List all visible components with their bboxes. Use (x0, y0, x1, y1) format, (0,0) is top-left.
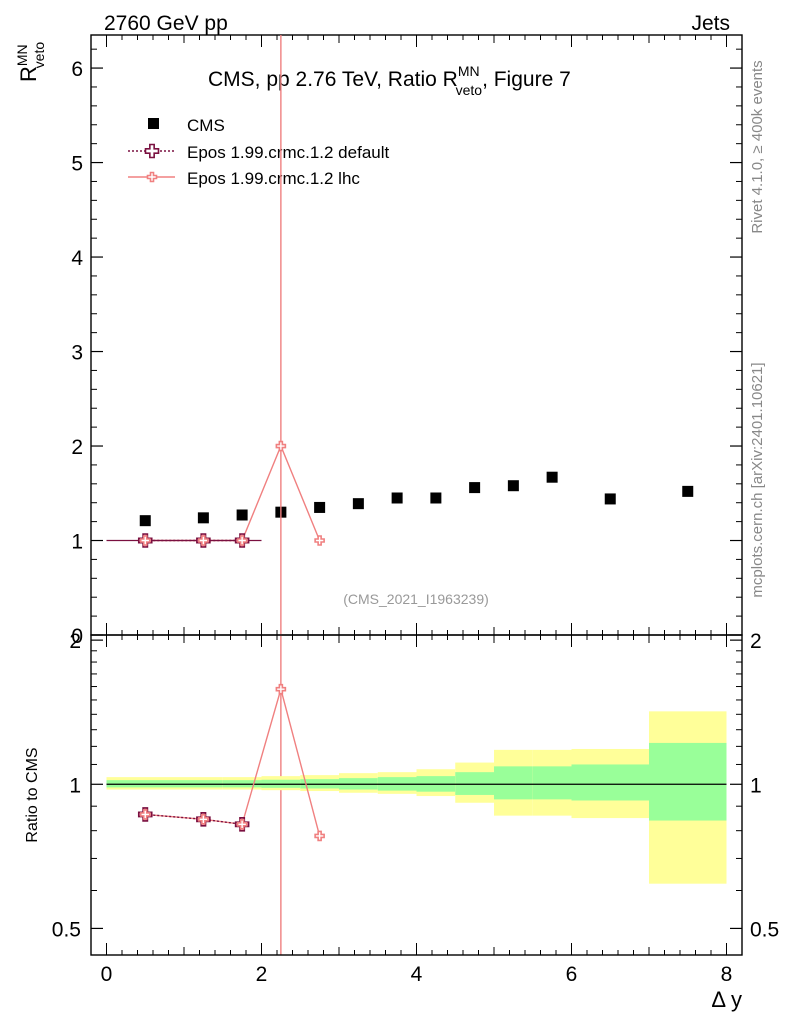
legend-marker-lhc (146, 171, 158, 183)
legend-label-lhc: Epos 1.99.crmc.1.2 lhc (187, 169, 360, 188)
y-label-sub: veto (31, 42, 47, 69)
chart-title: CMS, pp 2.76 TeV, Ratio RMN veto, Figure … (208, 63, 571, 98)
y-tick-label: 2 (71, 436, 83, 459)
ratio-lhc-point (275, 683, 287, 695)
header-left: 2760 GeV pp (104, 12, 228, 35)
cms-data-point (469, 482, 481, 494)
lhc-series-line (145, 444, 321, 542)
y-tick-label: 4 (71, 247, 83, 270)
ratio-y-tick-label-left: 0.5 (52, 918, 81, 941)
ratio-inner-band (494, 766, 533, 800)
lhc-point (314, 535, 325, 546)
y-tick-label: 0 (71, 625, 83, 648)
ratio-y-tick-label-left: 2 (69, 630, 81, 653)
x-tick-label: 2 (256, 963, 268, 986)
ratio-lhc-point (314, 830, 325, 842)
cms-data-point (682, 485, 694, 497)
x-tick-label: 6 (566, 963, 578, 986)
y-tick-label: 1 (71, 531, 83, 554)
legend-marker-cms (148, 118, 159, 129)
cms-data-point (391, 492, 403, 504)
cms-data-point (197, 512, 209, 524)
lhc-point (236, 535, 248, 546)
lhc-point (198, 535, 209, 546)
x-tick-label: 0 (101, 963, 113, 986)
ratio-lhc-point (236, 818, 248, 830)
mcplots-label: mcplots.cern.ch [arXiv:2401.10621] (749, 362, 766, 597)
title-sub: veto (456, 82, 483, 98)
legend-label-default: Epos 1.99.crmc.1.2 default (187, 143, 390, 162)
rivet-label: Rivet 4.1.0, ≥ 400k events (749, 60, 766, 233)
legend-label-cms: CMS (187, 116, 225, 135)
cms-data-point (314, 501, 326, 513)
y-label-base: R (16, 66, 41, 82)
ratio-inner-band (455, 772, 494, 795)
cms-data-point (430, 492, 442, 504)
lhc-point (275, 440, 287, 452)
ratio-y-label: Ratio to CMS (24, 747, 41, 842)
ratio-inner-band (649, 742, 727, 821)
ratio-y-tick-label-right: 0.5 (750, 918, 779, 941)
ratio-lhc-point (198, 813, 209, 825)
y-tick-label: 5 (71, 153, 83, 176)
ratio-default-line (145, 813, 243, 825)
y-tick-label: 3 (71, 342, 83, 365)
ratio-inner-band (532, 766, 572, 800)
ratio-lhc-point (139, 809, 151, 820)
title-prefix: CMS, pp 2.76 TeV, Ratio R (208, 68, 458, 91)
ratio-y-tick-label-left: 1 (69, 774, 81, 797)
x-tick-label: 8 (721, 963, 733, 986)
analysis-tag: (CMS_2021_I1963239) (343, 591, 489, 607)
x-tick-label: 4 (411, 963, 423, 986)
cms-data-point (507, 480, 519, 492)
cms-data-point (139, 515, 151, 527)
y-tick-label: 6 (71, 58, 83, 81)
cms-data-point (236, 509, 248, 521)
main-y-label: RMNveto (14, 42, 47, 82)
legend-marker-default (144, 143, 160, 159)
y-label-sup: MN (14, 44, 30, 66)
cms-data-point (546, 471, 558, 483)
ratio-panel: 0.5 0.5 1 1 2 2 0 2 4 6 8Δ y Ratio to CMS (24, 630, 779, 1012)
cms-data-point (604, 493, 616, 505)
x-axis-label: Δ y (711, 987, 742, 1012)
ratio-y-tick-label-right: 2 (750, 630, 762, 653)
lhc-point (139, 535, 151, 546)
ratio-inner-band (571, 764, 649, 801)
ratio-y-tick-label-right: 1 (750, 774, 762, 797)
header-right: Jets (691, 12, 730, 35)
title-sup: MN (458, 63, 480, 79)
cms-data-point (352, 498, 364, 510)
ratio-lhc-line (145, 686, 321, 837)
title-suffix: , Figure 7 (482, 68, 571, 91)
